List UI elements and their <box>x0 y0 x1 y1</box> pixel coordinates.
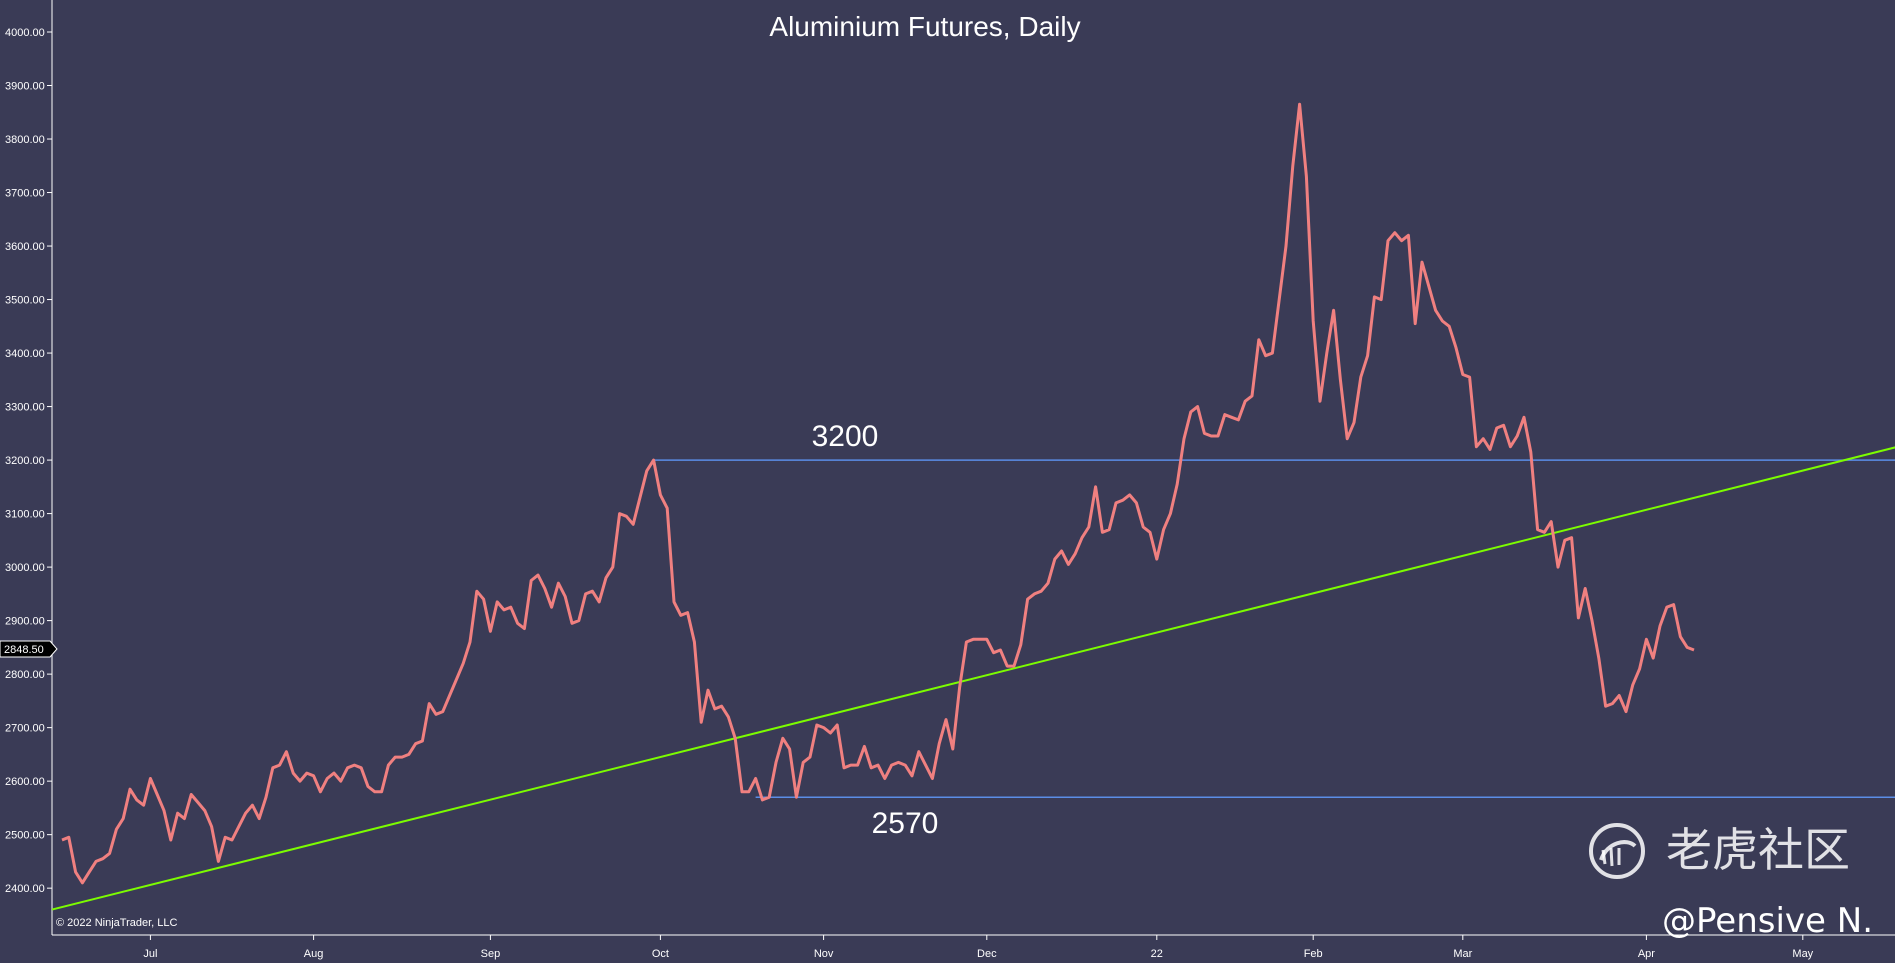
y-tick-label: 3500.00 <box>5 295 45 307</box>
watermark-brand: 老虎社区 <box>1666 823 1850 877</box>
x-tick-label: Jul <box>143 948 157 960</box>
horizontal-levels: 3200 2570 <box>653 420 1895 840</box>
y-tick-label: 2600.00 <box>5 776 45 788</box>
y-tick-label: 4000.00 <box>5 27 45 39</box>
y-tick-label: 3200.00 <box>5 455 45 467</box>
level-label-3200: 3200 <box>812 420 879 453</box>
current-price-label: 2848.50 <box>4 644 44 656</box>
price-series-line <box>61 102 1695 885</box>
x-tick-label: 22 <box>1151 948 1163 960</box>
y-tick-label: 3300.00 <box>5 402 45 414</box>
level-label-2570: 2570 <box>872 807 939 840</box>
chart-title: Aluminium Futures, Daily <box>769 11 1080 42</box>
series-group <box>61 102 1695 885</box>
y-tick-label: 3800.00 <box>5 134 45 146</box>
x-tick-label: Mar <box>1453 948 1472 960</box>
x-axis-ticks: Jul Aug Sep Oct Nov Dec 22 Feb Mar Apr May <box>143 935 1814 960</box>
y-tick-label: 3100.00 <box>5 509 45 521</box>
trendline <box>51 446 1895 911</box>
x-tick-label: Aug <box>304 948 324 960</box>
x-tick-label: Apr <box>1638 948 1655 960</box>
x-tick-label: Sep <box>481 948 501 960</box>
x-tick-label: May <box>1792 948 1813 960</box>
watermark-user: @Pensive N. <box>1662 901 1873 941</box>
current-price-flag-shape <box>0 640 58 658</box>
tiger-logo-icon <box>1589 823 1645 879</box>
y-tick-label: 2500.00 <box>5 830 45 842</box>
y-tick-label: 2700.00 <box>5 723 45 735</box>
y-tick-label: 3600.00 <box>5 241 45 253</box>
x-tick-label: Nov <box>814 948 834 960</box>
x-tick-label: Feb <box>1304 948 1323 960</box>
y-axis-ticks: 2400.00 2500.00 2600.00 2700.00 2800.00 2900.… <box>5 27 52 895</box>
y-tick-label: 3000.00 <box>5 562 45 574</box>
y-tick-label: 3700.00 <box>5 188 45 200</box>
axes <box>51 0 1895 936</box>
x-tick-label: Dec <box>977 948 997 960</box>
x-tick-label: Oct <box>652 948 669 960</box>
y-tick-label: 3400.00 <box>5 348 45 360</box>
y-tick-label: 2400.00 <box>5 883 45 895</box>
y-tick-label: 2900.00 <box>5 616 45 628</box>
trendline-group <box>51 446 1895 911</box>
copyright-text: © 2022 NinjaTrader, LLC <box>56 917 177 929</box>
watermark: 老虎社区 @Pensive N. <box>1589 823 1873 941</box>
y-tick-label: 2800.00 <box>5 669 45 681</box>
current-price-flag: 2848.50 <box>0 640 58 658</box>
y-tick-label: 3900.00 <box>5 81 45 93</box>
